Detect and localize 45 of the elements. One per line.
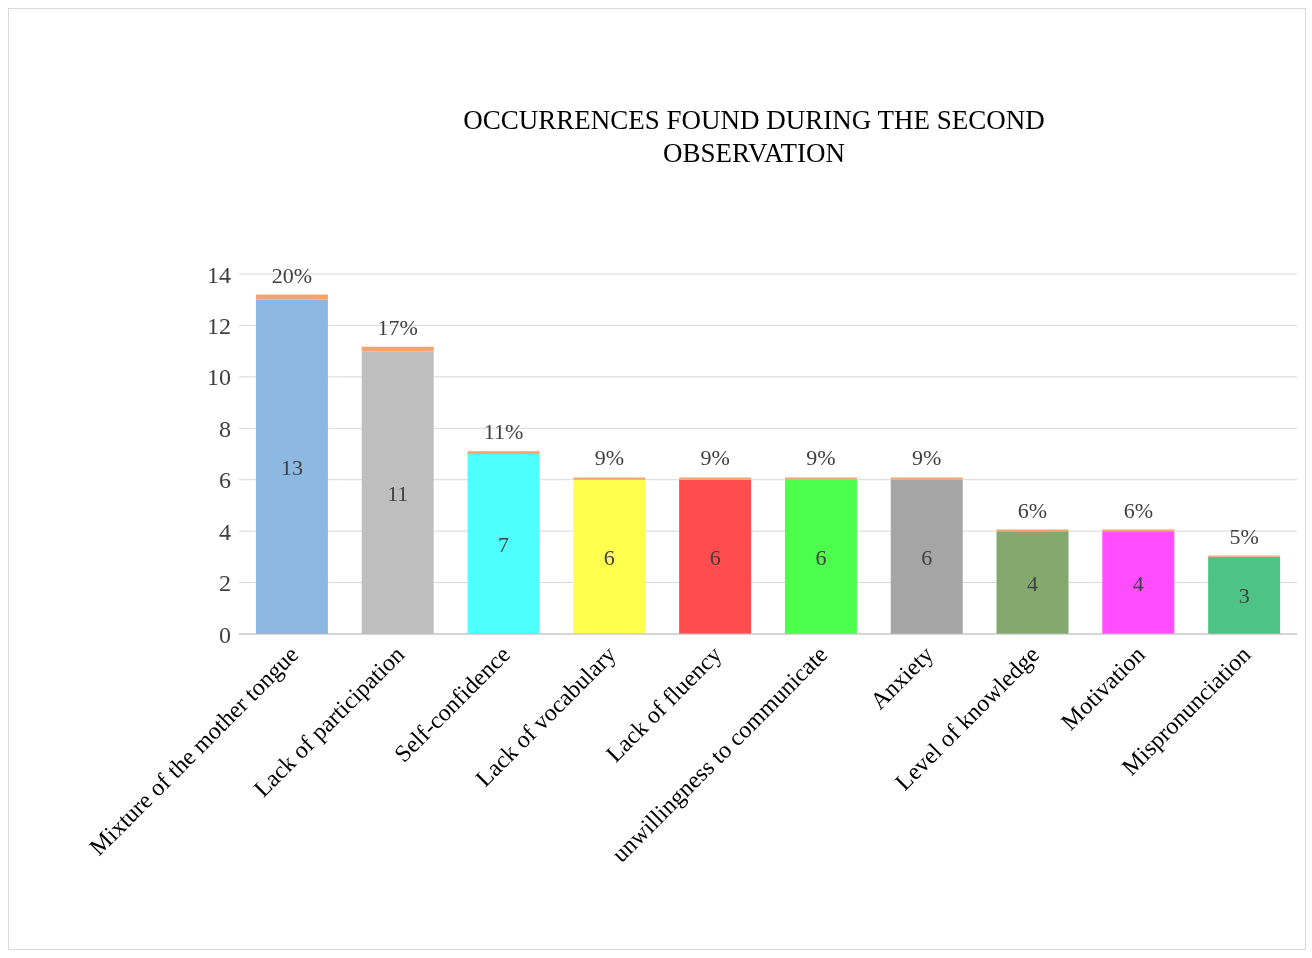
data-label: 9% <box>912 445 942 471</box>
data-label: 5% <box>1229 523 1259 549</box>
y-tick-label: 2 <box>219 570 231 597</box>
bar <box>784 479 857 634</box>
y-tick-label: 8 <box>219 415 231 442</box>
data-label: 7 <box>498 532 510 557</box>
data-label: 13 <box>280 454 303 480</box>
y-tick-label: 14 <box>207 261 231 288</box>
data-label: 11 <box>387 480 409 506</box>
y-tick-label: 12 <box>207 312 231 339</box>
data-label: 4 <box>1027 570 1039 596</box>
bar <box>361 346 434 352</box>
bar <box>467 454 540 634</box>
y-tick-label: 10 <box>207 364 231 391</box>
bar <box>1102 531 1175 634</box>
bar <box>1208 556 1281 634</box>
data-label: 20% <box>271 262 313 288</box>
bar <box>255 294 328 300</box>
bar <box>573 479 646 634</box>
data-label: 6 <box>709 544 721 570</box>
y-tick-label: 6 <box>219 467 231 494</box>
y-tick-label: 4 <box>219 518 231 545</box>
bar <box>890 479 963 634</box>
bar <box>890 477 963 480</box>
data-label: 9% <box>806 445 836 471</box>
data-label: 9% <box>700 445 730 471</box>
bar <box>467 451 540 454</box>
data-label: 4 <box>1132 570 1144 596</box>
data-label: 9% <box>594 445 624 471</box>
data-label: 11% <box>483 419 524 445</box>
data-label: 6% <box>1017 497 1048 523</box>
data-label: 6 <box>921 544 933 570</box>
bar <box>679 477 752 480</box>
bar <box>573 477 646 480</box>
data-label: 6 <box>603 544 615 570</box>
y-tick-label: 0 <box>219 621 231 648</box>
data-label: 6 <box>815 544 827 570</box>
data-label: 17% <box>377 314 418 340</box>
bar <box>255 299 328 634</box>
data-label: 3 <box>1238 583 1250 609</box>
bar <box>679 479 752 634</box>
chart-title: OCCURRENCES FOUND DURING THE SECOND OBSERVATION <box>462 104 1046 170</box>
data-label: 6% <box>1123 497 1153 523</box>
bar <box>784 477 857 480</box>
bar <box>996 531 1069 634</box>
